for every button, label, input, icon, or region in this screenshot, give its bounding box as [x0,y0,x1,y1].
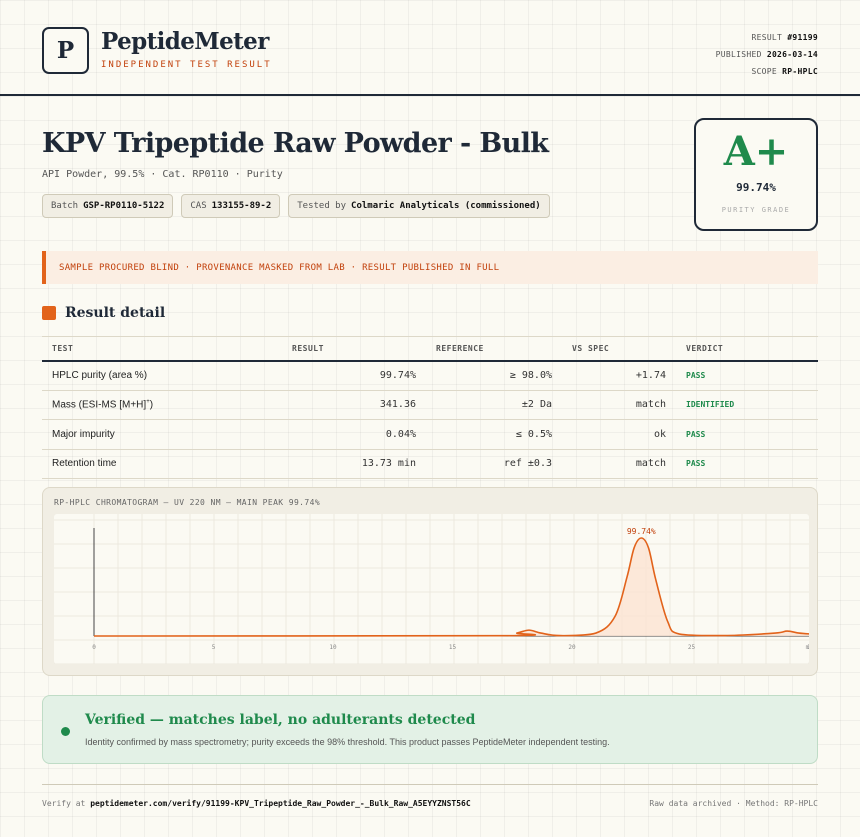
chart-x-tick-label: 15 [449,644,457,651]
verified-dot-icon [61,727,70,736]
table-row: Retention time 13.73 min ref ±0.3 match … [42,449,818,479]
table-header-row: TEST RESULT REFERENCE VS SPEC VERDICT [42,336,818,362]
cell-reference: ref ±0.3 [426,449,562,479]
cell-result: 0.04% [282,419,426,450]
product-chips: Batch GSP-RP0110-5122 CAS 133155-89-2 Test… [42,194,550,218]
verified-text: Identity confirmed by mass spectrometry;… [85,737,610,747]
chart-series-line [93,537,809,637]
cell-verdict: IDENTIFIED [676,390,818,420]
grade-purity: 99.74% [736,181,776,194]
cas-chip: CAS 133155-89-2 [181,194,281,218]
report-header: P PeptideMeter INDEPENDENT TEST RESULT R… [0,0,860,96]
cell-verdict: PASS [676,419,818,450]
product-subtitle: API Powder, 99.5% · Cat. RP0110 · Purity [42,169,283,180]
section-marker-icon [42,306,56,320]
meta-published: PUBLISHED 2026-03-14 [715,50,818,59]
col-header-vs-spec: VS SPEC [562,336,676,362]
cell-vs-spec: match [562,390,676,420]
verify-url-link[interactable]: peptidemeter.com/verify/91199-KPV_Tripep… [90,799,471,808]
cell-vs-spec: match [562,449,676,479]
verified-title: Verified — matches label, no adulterants… [85,712,476,728]
cell-test: Mass (ESI-MS [M+H]+) [42,390,282,420]
meta-result: RESULT #91199 [751,33,818,42]
chart-x-tick-label: 20 [568,644,576,651]
cell-reference: ±2 Da [426,390,562,420]
cell-test: HPLC purity (area %) [42,360,282,391]
cell-vs-spec: ok [562,419,676,450]
cell-vs-spec: +1.74 [562,360,676,391]
brand-logo: P [42,27,89,74]
product-title: KPV Tripeptide Raw Powder - Bulk [42,128,549,159]
table-row: HPLC purity (area %) 99.74% ≥ 98.0% +1.7… [42,360,818,391]
verified-banner: Verified — matches label, no adulterants… [42,695,818,764]
cell-test: Retention time [42,449,282,479]
chart-x-unit-label: min [806,644,809,651]
chart-plot-area: 0 5 10 15 20 25 30min 99.74% [54,514,809,664]
chart-series-area [94,538,809,636]
meta-scope: SCOPE RP-HPLC [751,67,818,76]
cell-test: Major impurity [42,419,282,450]
cell-verdict: PASS [676,449,818,479]
section-title: Result detail [65,305,166,321]
col-header-verdict: VERDICT [676,336,818,362]
cell-reference: ≤ 0.5% [426,419,562,450]
col-header-test: TEST [42,336,282,362]
table-row: Major impurity 0.04% ≤ 0.5% ok PASS [42,419,818,450]
col-header-reference: REFERENCE [426,336,562,362]
result-detail-heading: Result detail [42,305,165,321]
brand-name: PeptideMeter [101,28,269,55]
footer-method: Raw data archived · Method: RP-HPLC [649,799,818,808]
cell-result: 341.36 [282,390,426,420]
tested-by-chip: Tested by Colmaric Analyticals (commissio… [288,194,550,218]
grade-letter: A+ [723,128,789,175]
chart-x-tick-label: 10 [329,644,337,651]
chromatogram-card: RP-HPLC CHROMATOGRAM — UV 220 NM — MAIN … [42,487,818,676]
cell-result: 99.74% [282,360,426,391]
chart-title: RP-HPLC CHROMATOGRAM — UV 220 NM — MAIN … [54,498,321,507]
chart-x-tick-label: 5 [212,644,216,651]
provenance-banner: SAMPLE PROCURED BLIND · PROVENANCE MASKE… [42,251,818,284]
cell-verdict: PASS [676,360,818,391]
col-header-result: RESULT [282,336,426,362]
chart-x-tick-label: 30 [807,644,809,651]
brand-subtitle: INDEPENDENT TEST RESULT [101,60,272,70]
chart-x-tick-label: 25 [688,644,696,651]
cell-reference: ≥ 98.0% [426,360,562,391]
chart-peak-label: 99.74% [627,527,656,536]
footer-divider [42,784,818,785]
batch-chip: Batch GSP-RP0110-5122 [42,194,174,218]
result-meta: RESULT #91199 PUBLISHED 2026-03-14 SCOPE… [716,29,818,80]
table-row: Mass (ESI-MS [M+H]+) 341.36 ±2 Da match … [42,390,818,420]
chromatogram-chart: 0 5 10 15 20 25 30min 99.74% [54,514,809,664]
grade-label: PURITY GRADE [721,206,791,214]
result-table: TEST RESULT REFERENCE VS SPEC VERDICT HP… [42,336,818,479]
verify-link-text: Verify at peptidemeter.com/verify/91199-… [42,799,471,808]
chart-x-tick-label: 0 [92,644,96,651]
cell-result: 13.73 min [282,449,426,479]
purity-grade-card: A+ 99.74% PURITY GRADE [694,118,818,231]
